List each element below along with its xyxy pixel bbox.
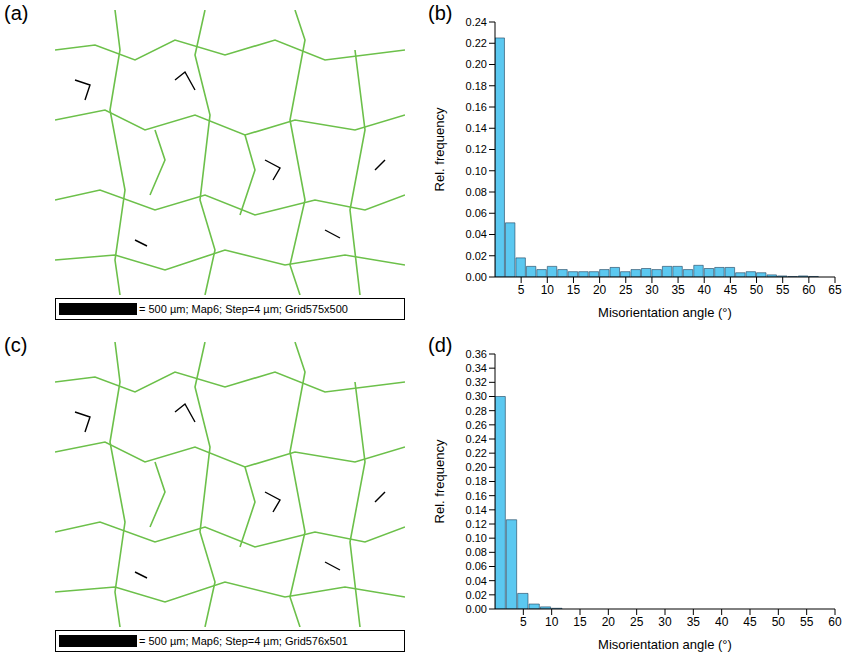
svg-text:0.00: 0.00 xyxy=(466,271,487,283)
svg-text:40: 40 xyxy=(715,615,729,629)
svg-text:45: 45 xyxy=(724,283,738,297)
svg-text:10: 10 xyxy=(545,615,559,629)
svg-text:0.20: 0.20 xyxy=(466,58,487,70)
svg-text:0.18: 0.18 xyxy=(466,80,487,92)
svg-text:35: 35 xyxy=(687,615,701,629)
svg-text:0.12: 0.12 xyxy=(466,518,487,530)
svg-text:45: 45 xyxy=(743,615,757,629)
svg-text:0.06: 0.06 xyxy=(466,207,487,219)
svg-text:Misorientation angle (°): Misorientation angle (°) xyxy=(598,305,732,320)
svg-text:0.08: 0.08 xyxy=(466,546,487,558)
svg-text:0.04: 0.04 xyxy=(466,228,487,240)
svg-text:0.18: 0.18 xyxy=(466,475,487,487)
svg-text:0.20: 0.20 xyxy=(466,461,487,473)
svg-text:20: 20 xyxy=(593,283,607,297)
svg-text:0.30: 0.30 xyxy=(466,390,487,402)
html-text:(d): (d) xyxy=(428,334,453,356)
svg-text:0.26: 0.26 xyxy=(466,419,487,431)
svg-text:0.00: 0.00 xyxy=(466,603,487,615)
svg-text:0.10: 0.10 xyxy=(466,165,487,177)
html-text:(c): (c) xyxy=(4,334,28,356)
svg-text:5: 5 xyxy=(520,615,527,629)
svg-text:0.32: 0.32 xyxy=(466,376,487,388)
svg-text:0.10: 0.10 xyxy=(466,532,487,544)
html-text:(b): (b) xyxy=(428,2,453,24)
svg-text:25: 25 xyxy=(619,283,633,297)
svg-text:50: 50 xyxy=(750,283,764,297)
html-text:= 500 µm; Map6; Step=4 µm; Gri: = 500 µm; Map6; Step=4 µm; Grid575x500 xyxy=(139,303,348,315)
svg-text:60: 60 xyxy=(828,615,842,629)
svg-text:25: 25 xyxy=(630,615,644,629)
svg-text:0.14: 0.14 xyxy=(466,122,487,134)
svg-text:0.22: 0.22 xyxy=(466,447,487,459)
svg-text:30: 30 xyxy=(645,283,659,297)
svg-text:0.08: 0.08 xyxy=(466,186,487,198)
svg-text:0.16: 0.16 xyxy=(466,101,487,113)
svg-text:Misorientation angle (°): Misorientation angle (°) xyxy=(598,637,732,652)
html-text:(a): (a) xyxy=(4,2,29,24)
svg-text:0.04: 0.04 xyxy=(466,575,487,587)
svg-text:40: 40 xyxy=(698,283,712,297)
svg-text:35: 35 xyxy=(671,283,685,297)
svg-text:30: 30 xyxy=(658,615,672,629)
svg-text:65: 65 xyxy=(828,283,842,297)
svg-text:0.14: 0.14 xyxy=(466,504,487,516)
svg-text:50: 50 xyxy=(772,615,786,629)
svg-text:0.36: 0.36 xyxy=(466,348,487,360)
svg-text:0.22: 0.22 xyxy=(466,37,487,49)
svg-text:Rel. frequency: Rel. frequency xyxy=(432,107,447,191)
svg-text:0.06: 0.06 xyxy=(466,560,487,572)
svg-text:0.02: 0.02 xyxy=(466,589,487,601)
svg-text:0.28: 0.28 xyxy=(466,405,487,417)
svg-text:5: 5 xyxy=(518,283,525,297)
svg-text:55: 55 xyxy=(776,283,790,297)
svg-text:15: 15 xyxy=(573,615,587,629)
svg-text:20: 20 xyxy=(602,615,616,629)
svg-text:15: 15 xyxy=(567,283,581,297)
svg-text:Rel. frequency: Rel. frequency xyxy=(432,439,447,523)
svg-text:55: 55 xyxy=(800,615,814,629)
svg-text:0.24: 0.24 xyxy=(466,433,487,445)
svg-text:0.24: 0.24 xyxy=(466,16,487,28)
svg-text:0.02: 0.02 xyxy=(466,250,487,262)
svg-text:0.34: 0.34 xyxy=(466,362,487,374)
svg-text:60: 60 xyxy=(802,283,816,297)
svg-text:0.12: 0.12 xyxy=(466,143,487,155)
svg-text:10: 10 xyxy=(541,283,555,297)
html-text:= 500 µm; Map6; Step=4 µm; Gri: = 500 µm; Map6; Step=4 µm; Grid576x501 xyxy=(139,635,348,647)
svg-text:0.16: 0.16 xyxy=(466,490,487,502)
